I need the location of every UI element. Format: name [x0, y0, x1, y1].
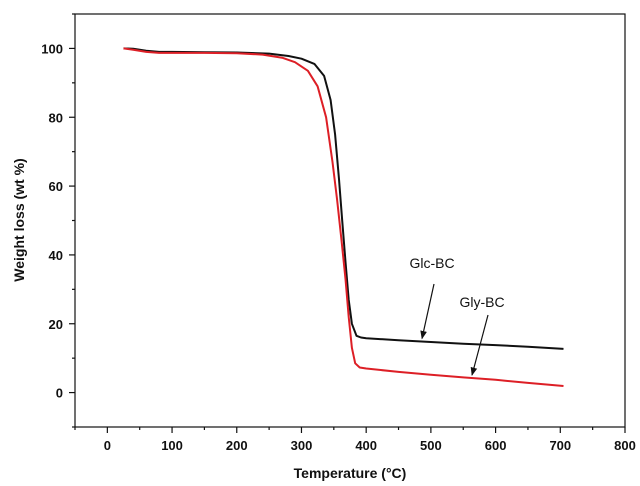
y-tick-label: 0: [56, 386, 63, 401]
x-tick-label: 0: [104, 438, 111, 453]
y-axis-ticks: 0 20 40 60 80 100: [41, 13, 75, 428]
x-tick-label: 800: [614, 438, 636, 453]
annotation-arrow-gly-bc: [470, 314, 489, 376]
y-tick-label: 40: [49, 248, 63, 263]
x-axis-title: Temperature (°C): [294, 465, 407, 481]
annotation-label-glc-bc: Glc-BC: [409, 255, 454, 271]
annotation-label-gly-bc: Gly-BC: [459, 294, 504, 310]
plot-frame: [74, 13, 626, 428]
series-line-gly-bc: [123, 47, 564, 387]
annotation-layer: Glc-BC Gly-BC: [409, 255, 505, 376]
x-tick-label: 400: [355, 438, 377, 453]
y-tick-label: 60: [49, 179, 63, 194]
y-tick-label: 20: [49, 317, 63, 332]
y-tick-label: 80: [49, 110, 63, 125]
x-tick-label: 600: [485, 438, 507, 453]
x-tick-label: 100: [161, 438, 183, 453]
y-axis-title: Weight loss (wt %): [11, 158, 27, 281]
x-tick-label: 500: [420, 438, 442, 453]
series-layer: [123, 47, 564, 387]
x-axis-ticks: 0 100 200 300 400 500 600 700 800: [74, 427, 636, 453]
x-tick-label: 200: [226, 438, 248, 453]
x-tick-label: 700: [549, 438, 571, 453]
y-tick-label: 100: [41, 41, 63, 56]
annotation-arrow-glc-bc: [420, 283, 435, 340]
x-tick-label: 300: [291, 438, 313, 453]
